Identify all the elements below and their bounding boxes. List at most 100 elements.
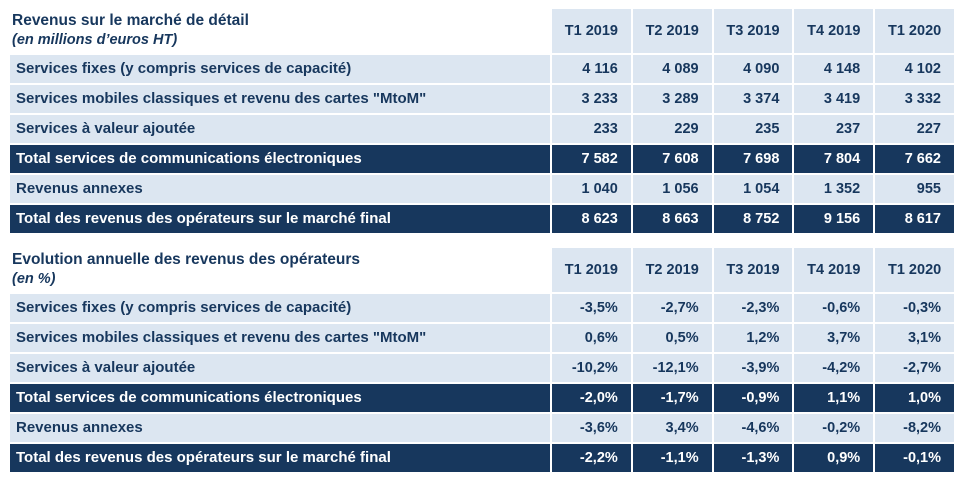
- cell-value: 229: [632, 115, 712, 143]
- cell-value: 3,7%: [794, 324, 874, 352]
- cell-value: 7 698: [713, 145, 793, 173]
- row-label: Total des revenus des opérateurs sur le …: [10, 205, 550, 233]
- row-label: Services mobiles classiques et revenu de…: [10, 324, 550, 352]
- column-header: T2 2019: [632, 248, 712, 292]
- table-title: Revenus sur le marché de détail: [12, 12, 249, 29]
- cell-value: 0,5%: [632, 324, 712, 352]
- column-header: T1 2019: [552, 9, 631, 53]
- total-row: Total des revenus des opérateurs sur le …: [10, 444, 954, 472]
- data-row: Revenus annexes 1 040 1 056 1 054 1 352 955: [10, 175, 954, 203]
- cell-value: 9 156: [794, 205, 874, 233]
- column-header: T4 2019: [794, 9, 874, 53]
- cell-value: -2,3%: [713, 294, 793, 322]
- total-row: Total services de communications électro…: [10, 145, 954, 173]
- cell-value: -1,1%: [632, 444, 712, 472]
- header-row: Revenus sur le marché de détail (en mill…: [10, 9, 954, 53]
- cell-value: -0,6%: [794, 294, 874, 322]
- cell-value: 1 054: [713, 175, 793, 203]
- total-row: Total des revenus des opérateurs sur le …: [10, 205, 954, 233]
- cell-value: -0,9%: [713, 384, 793, 412]
- cell-value: 955: [875, 175, 954, 203]
- cell-value: -10,2%: [552, 354, 631, 382]
- table-title: Evolution annuelle des revenus des opéra…: [12, 251, 360, 268]
- table-body: Services fixes (y compris services de ca…: [10, 55, 954, 233]
- row-label: Total services de communications électro…: [10, 145, 550, 173]
- table-subtitle: (en %): [12, 271, 56, 287]
- cell-value: 1 040: [552, 175, 631, 203]
- header-row: Evolution annuelle des revenus des opéra…: [10, 248, 954, 292]
- cell-value: 1,2%: [713, 324, 793, 352]
- cell-value: -4,2%: [794, 354, 874, 382]
- cell-value: -2,2%: [552, 444, 631, 472]
- column-header: T1 2020: [875, 9, 954, 53]
- table-title-cell: Evolution annuelle des revenus des opéra…: [10, 248, 550, 292]
- cell-value: 3 374: [713, 85, 793, 113]
- total-row: Total services de communications électro…: [10, 384, 954, 412]
- data-row: Services mobiles classiques et revenu de…: [10, 324, 954, 352]
- cell-value: 233: [552, 115, 631, 143]
- cell-value: 0,6%: [552, 324, 631, 352]
- cell-value: 3,4%: [632, 414, 712, 442]
- data-row: Services à valeur ajoutée -10,2% -12,1% -3,…: [10, 354, 954, 382]
- cell-value: 4 116: [552, 55, 631, 83]
- cell-value: -0,2%: [794, 414, 874, 442]
- data-row: Services à valeur ajoutée 233 229 235 237 227: [10, 115, 954, 143]
- cell-value: 3 419: [794, 85, 874, 113]
- cell-value: 7 662: [875, 145, 954, 173]
- cell-value: -1,3%: [713, 444, 793, 472]
- cell-value: -2,7%: [875, 354, 954, 382]
- cell-value: 7 582: [552, 145, 631, 173]
- column-header: T2 2019: [632, 9, 712, 53]
- cell-value: 8 663: [632, 205, 712, 233]
- cell-value: 8 752: [713, 205, 793, 233]
- data-row: Revenus annexes -3,6% 3,4% -4,6% -0,2% -8,2%: [10, 414, 954, 442]
- row-label: Revenus annexes: [10, 414, 550, 442]
- row-label: Services à valeur ajoutée: [10, 115, 550, 143]
- cell-value: 3,1%: [875, 324, 954, 352]
- cell-value: 4 090: [713, 55, 793, 83]
- cell-value: 235: [713, 115, 793, 143]
- row-label: Services fixes (y compris services de ca…: [10, 55, 550, 83]
- cell-value: -4,6%: [713, 414, 793, 442]
- cell-value: -3,5%: [552, 294, 631, 322]
- cell-value: 7 608: [632, 145, 712, 173]
- table-body: Services fixes (y compris services de ca…: [10, 294, 954, 472]
- data-row: Services fixes (y compris services de ca…: [10, 55, 954, 83]
- cell-value: 237: [794, 115, 874, 143]
- column-header: T4 2019: [794, 248, 874, 292]
- row-label: Total des revenus des opérateurs sur le …: [10, 444, 550, 472]
- cell-value: 227: [875, 115, 954, 143]
- table-title-cell: Revenus sur le marché de détail (en mill…: [10, 9, 550, 53]
- data-row: Services fixes (y compris services de ca…: [10, 294, 954, 322]
- cell-value: -3,6%: [552, 414, 631, 442]
- cell-value: 3 332: [875, 85, 954, 113]
- cell-value: -1,7%: [632, 384, 712, 412]
- cell-value: 1,0%: [875, 384, 954, 412]
- cell-value: 7 804: [794, 145, 874, 173]
- data-row: Services mobiles classiques et revenu de…: [10, 85, 954, 113]
- cell-value: 8 617: [875, 205, 954, 233]
- cell-value: -0,3%: [875, 294, 954, 322]
- cell-value: 1 352: [794, 175, 874, 203]
- cell-value: 4 102: [875, 55, 954, 83]
- row-label: Services à valeur ajoutée: [10, 354, 550, 382]
- cell-value: -3,9%: [713, 354, 793, 382]
- cell-value: 1 056: [632, 175, 712, 203]
- cell-value: 1,1%: [794, 384, 874, 412]
- row-label: Services mobiles classiques et revenu de…: [10, 85, 550, 113]
- column-header: T3 2019: [713, 248, 793, 292]
- cell-value: 3 289: [632, 85, 712, 113]
- cell-value: -0,1%: [875, 444, 954, 472]
- row-label: Services fixes (y compris services de ca…: [10, 294, 550, 322]
- column-header: T1 2020: [875, 248, 954, 292]
- annual-evolution-table: Evolution annuelle des revenus des opéra…: [8, 246, 956, 474]
- cell-value: -8,2%: [875, 414, 954, 442]
- cell-value: 0,9%: [794, 444, 874, 472]
- row-label: Total services de communications électro…: [10, 384, 550, 412]
- column-header: T3 2019: [713, 9, 793, 53]
- row-label: Revenus annexes: [10, 175, 550, 203]
- cell-value: -2,0%: [552, 384, 631, 412]
- cell-value: 4 089: [632, 55, 712, 83]
- cell-value: 4 148: [794, 55, 874, 83]
